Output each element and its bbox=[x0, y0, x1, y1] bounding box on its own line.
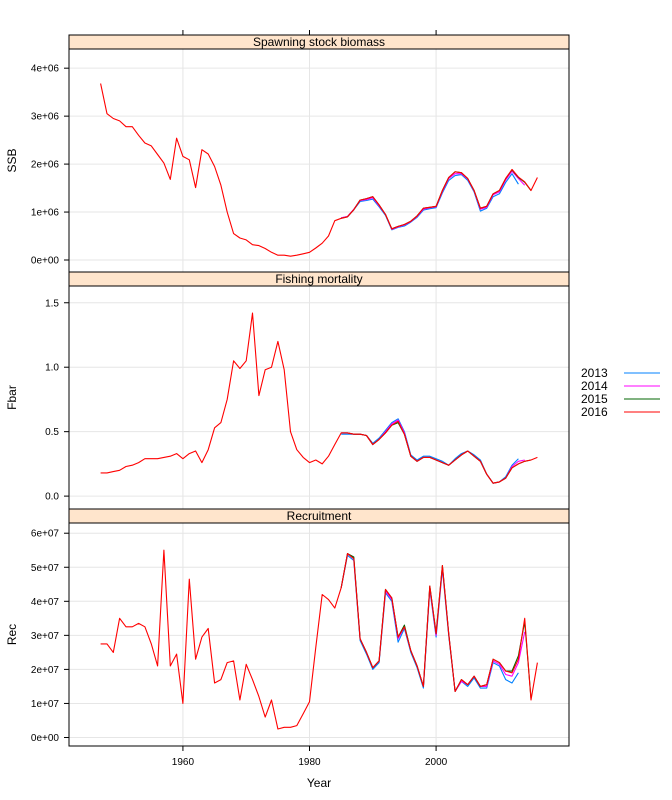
legend-label-2013: 2013 bbox=[581, 366, 608, 380]
series-line-2016 bbox=[100, 549, 538, 730]
y-tick-label: 4e+07 bbox=[31, 597, 60, 608]
x-tick-label: 2000 bbox=[425, 757, 448, 768]
series-line-2013 bbox=[340, 554, 519, 693]
x-tick-label: 1960 bbox=[172, 757, 195, 768]
y-tick-label: 1e+06 bbox=[31, 208, 60, 219]
plot-layer: Spawning stock biomass 0e+00 1e+06 2e+06 3e+… bbox=[5, 30, 660, 768]
y-tick-label: 1.0 bbox=[45, 363, 59, 374]
legend-label-2015: 2015 bbox=[581, 392, 608, 406]
y-tick-label: 0e+00 bbox=[31, 256, 60, 267]
y-tick-label: 2e+07 bbox=[31, 665, 60, 676]
strip-label: Spawning stock biomass bbox=[253, 35, 385, 49]
series-line-2016 bbox=[100, 312, 538, 484]
y-tick-label: 5e+07 bbox=[31, 563, 60, 574]
y-axis-title: Fbar bbox=[5, 385, 19, 410]
x-axis-title: Year bbox=[307, 776, 331, 790]
y-tick-label: 4e+06 bbox=[31, 64, 60, 75]
y-tick-label: 3e+07 bbox=[31, 631, 60, 642]
y-tick-label: 2e+06 bbox=[31, 160, 60, 171]
y-tick-label: 0.0 bbox=[45, 492, 59, 503]
x-tick-label: 1980 bbox=[298, 757, 321, 768]
series-line-2013 bbox=[341, 418, 519, 484]
y-tick-label: 0.5 bbox=[45, 427, 59, 438]
legend-label-2016: 2016 bbox=[581, 405, 608, 419]
legend-label-2014: 2014 bbox=[581, 379, 608, 393]
y-tick-label: 6e+07 bbox=[31, 529, 60, 540]
y-axis-title: Rec bbox=[5, 624, 19, 645]
panel-border bbox=[68, 271, 570, 510]
y-tick-label: 1.5 bbox=[45, 298, 59, 309]
panel-3: Recruitment 0e+00 1e+07 2e+07 3e+07 4e+07 5e+0… bbox=[5, 508, 570, 747]
panel-2: Fishing mortality 0.0 0.5 1.0 1.5 Fbar bbox=[5, 271, 570, 510]
series-line-2013 bbox=[341, 173, 519, 231]
series-line-2014 bbox=[340, 553, 526, 693]
series-line-2014 bbox=[341, 419, 525, 484]
y-axis-title: SSB bbox=[5, 148, 19, 172]
panel-border bbox=[68, 34, 570, 273]
panel-1: Spawning stock biomass 0e+00 1e+06 2e+06 3e+… bbox=[5, 34, 570, 273]
y-tick-label: 1e+07 bbox=[31, 699, 60, 710]
series-line-2016 bbox=[100, 83, 538, 257]
strip-label: Fishing mortality bbox=[275, 272, 362, 286]
y-tick-label: 0e+00 bbox=[31, 733, 60, 744]
y-tick-label: 3e+06 bbox=[31, 112, 60, 123]
strip-label: Recruitment bbox=[287, 509, 352, 523]
panel-border bbox=[68, 508, 570, 747]
